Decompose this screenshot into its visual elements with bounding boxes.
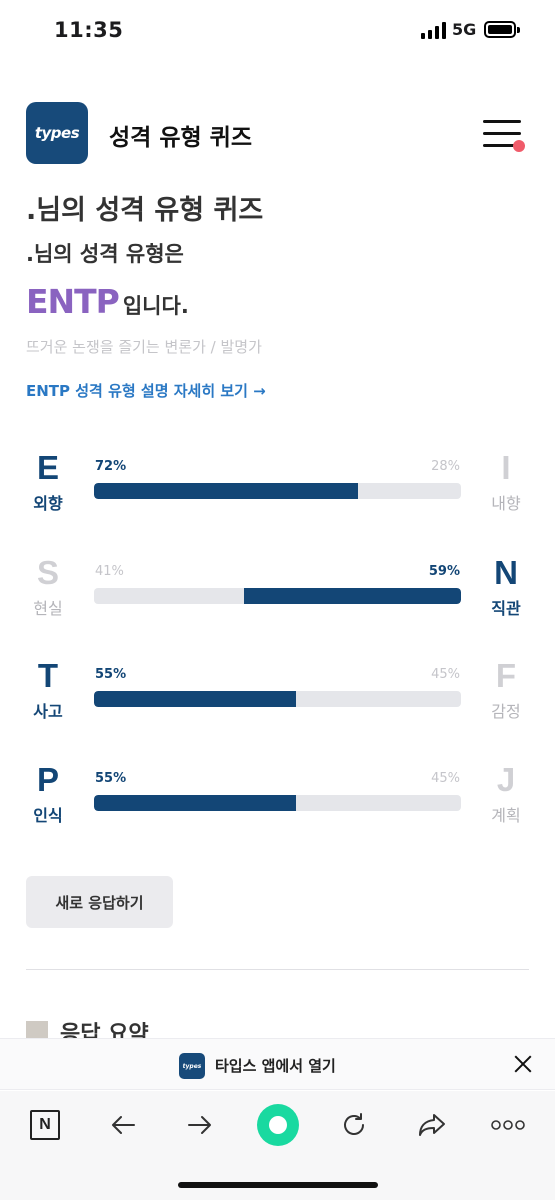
trait-right: I 내향 <box>476 450 536 514</box>
trait-left: T 사고 <box>18 658 78 722</box>
divider <box>26 969 529 970</box>
result-subtitle: .님의 성격 유형은 <box>26 242 184 266</box>
trait-left-letter: T <box>37 657 59 694</box>
trait-right-letter: I <box>501 449 511 486</box>
trait-right: J 계획 <box>476 762 536 826</box>
trait-right-letter: F <box>495 657 517 694</box>
site-header: types 성격 유형 퀴즈 <box>26 102 530 164</box>
battery-icon <box>484 21 520 38</box>
trait-row: E 외향 72% 28% I 내향 <box>0 450 555 530</box>
trait-bar-track <box>94 483 461 499</box>
trait-bar-fill <box>94 483 359 499</box>
trait-right-word: 계획 <box>491 806 521 825</box>
app-open-banner[interactable]: types 타입스 앱에서 열기 <box>0 1038 555 1090</box>
trait-left: P 인식 <box>18 762 78 826</box>
more-icon[interactable] <box>488 1105 528 1145</box>
trait-left-percent: 55% <box>95 667 127 682</box>
trait-row: T 사고 55% 45% F 감정 <box>0 658 555 738</box>
trait-row: S 현실 41% 59% N 직관 <box>0 555 555 635</box>
trait-right-percent: 45% <box>431 667 460 682</box>
trait-left-word: 현실 <box>33 599 63 618</box>
retry-button[interactable]: 새로 응답하기 <box>26 876 173 928</box>
trait-bar-fill <box>94 795 296 811</box>
trait-right: F 감정 <box>476 658 536 722</box>
hamburger-menu-icon[interactable] <box>483 120 525 152</box>
share-icon[interactable] <box>412 1105 452 1145</box>
summary-icon <box>26 1021 48 1043</box>
header-title: 성격 유형 퀴즈 <box>109 125 252 151</box>
network-label: 5G <box>452 20 477 39</box>
type-description: 뜨거운 논쟁을 즐기는 변론가 / 발명가 <box>26 338 262 356</box>
trait-bar-track <box>94 795 461 811</box>
browser-toolbar: N <box>0 1091 555 1200</box>
home-icon[interactable] <box>257 1104 299 1146</box>
trait-left-percent: 55% <box>95 771 127 786</box>
trait-row: P 인식 55% 45% J 계획 <box>0 762 555 842</box>
trait-left-letter: P <box>36 761 59 798</box>
type-detail-link[interactable]: ENTP 성격 유형 설명 자세히 보기 → <box>26 382 266 400</box>
trait-bar-fill <box>244 588 461 604</box>
result-type-line: ENTP 입니다. <box>26 282 189 321</box>
trait-left: E 외향 <box>18 450 78 514</box>
logo-text: types <box>34 124 80 142</box>
trait-right-letter: J <box>496 761 516 798</box>
trait-right-letter: N <box>494 554 518 591</box>
open-in-app-label[interactable]: 타입스 앱에서 열기 <box>215 1057 336 1075</box>
refresh-icon[interactable] <box>334 1105 374 1145</box>
trait-bar-track <box>94 588 461 604</box>
type-suffix: 입니다. <box>122 294 189 318</box>
trait-left: S 현실 <box>18 555 78 619</box>
result-title: .님의 성격 유형 퀴즈 <box>26 195 264 226</box>
trait-left-word: 외향 <box>33 494 63 513</box>
trait-right-percent: 28% <box>431 459 460 474</box>
status-bar: 11:35 5G <box>0 0 555 64</box>
naver-n-icon[interactable]: N <box>30 1110 60 1140</box>
trait-right-percent: 59% <box>428 564 460 579</box>
notification-dot-icon <box>513 140 525 152</box>
close-icon[interactable] <box>512 1053 534 1075</box>
trait-right-percent: 45% <box>431 771 460 786</box>
trait-right-word: 직관 <box>491 599 521 618</box>
back-arrow-icon[interactable] <box>103 1105 143 1145</box>
types-logo[interactable]: types <box>26 102 88 164</box>
signal-icon <box>421 22 447 39</box>
types-app-icon: types <box>179 1053 205 1079</box>
trait-left-word: 인식 <box>33 806 63 825</box>
trait-left-letter: S <box>36 554 59 591</box>
trait-right-word: 감정 <box>491 702 521 721</box>
trait-left-word: 사고 <box>33 702 63 721</box>
trait-left-percent: 72% <box>95 459 127 474</box>
home-indicator <box>178 1182 378 1188</box>
mini-logo-text: types <box>182 1062 202 1070</box>
trait-left-letter: E <box>36 449 59 486</box>
trait-bar-fill <box>94 691 296 707</box>
trait-right: N 직관 <box>476 555 536 619</box>
type-code: ENTP <box>26 282 120 321</box>
forward-arrow-icon[interactable] <box>180 1105 220 1145</box>
trait-left-percent: 41% <box>95 564 124 579</box>
trait-bar-track <box>94 691 461 707</box>
trait-right-word: 내향 <box>491 494 521 513</box>
status-time: 11:35 <box>54 18 124 42</box>
